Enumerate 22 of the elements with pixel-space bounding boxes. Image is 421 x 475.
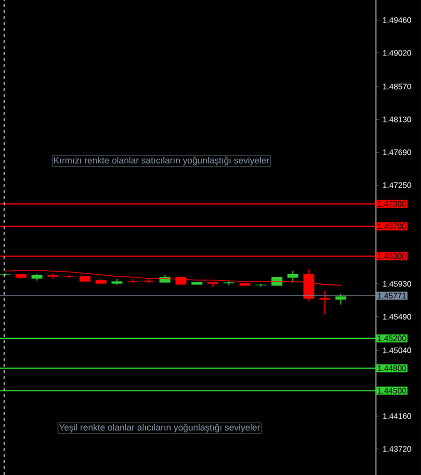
ref-line-label: 1.47000	[378, 201, 406, 207]
y-tick-label: 1.43720	[383, 446, 412, 452]
y-tick-label: 1.47690	[383, 149, 412, 156]
ref-line-label: 1.44800	[378, 365, 406, 372]
y-tick-label: 1.44160	[383, 413, 412, 419]
y-tick-label: 1.47250	[383, 182, 412, 188]
ref-line-label: 1.46700	[378, 223, 406, 230]
annotation: Yeşil renkte olanlar alıcıların yoğunlaştığı seviyeler	[59, 424, 260, 432]
y-tick-label: 1.45040	[383, 348, 412, 354]
y-tick-label: 1.48130	[383, 116, 412, 122]
candlestick	[287, 270, 298, 284]
ref-line-label: 1.44500	[378, 388, 406, 394]
ref-line-label: 1.45200	[378, 336, 406, 342]
candlestick	[319, 290, 330, 316]
ref-line-label: 1.45771	[378, 292, 406, 299]
y-tick-label: 1.45490	[383, 314, 412, 320]
y-tick-label: 1.49460	[383, 17, 412, 23]
annotation: Kırmızı renkte olanlar satıcıların yoğunlaştığı seviyeler	[54, 156, 270, 166]
y-tick-label: 1.49020	[383, 50, 412, 56]
ref-line-label: 1.46300	[378, 253, 406, 260]
y-tick-label: 1.48570	[383, 84, 412, 90]
y-tick-label: 1.45930	[383, 281, 412, 287]
